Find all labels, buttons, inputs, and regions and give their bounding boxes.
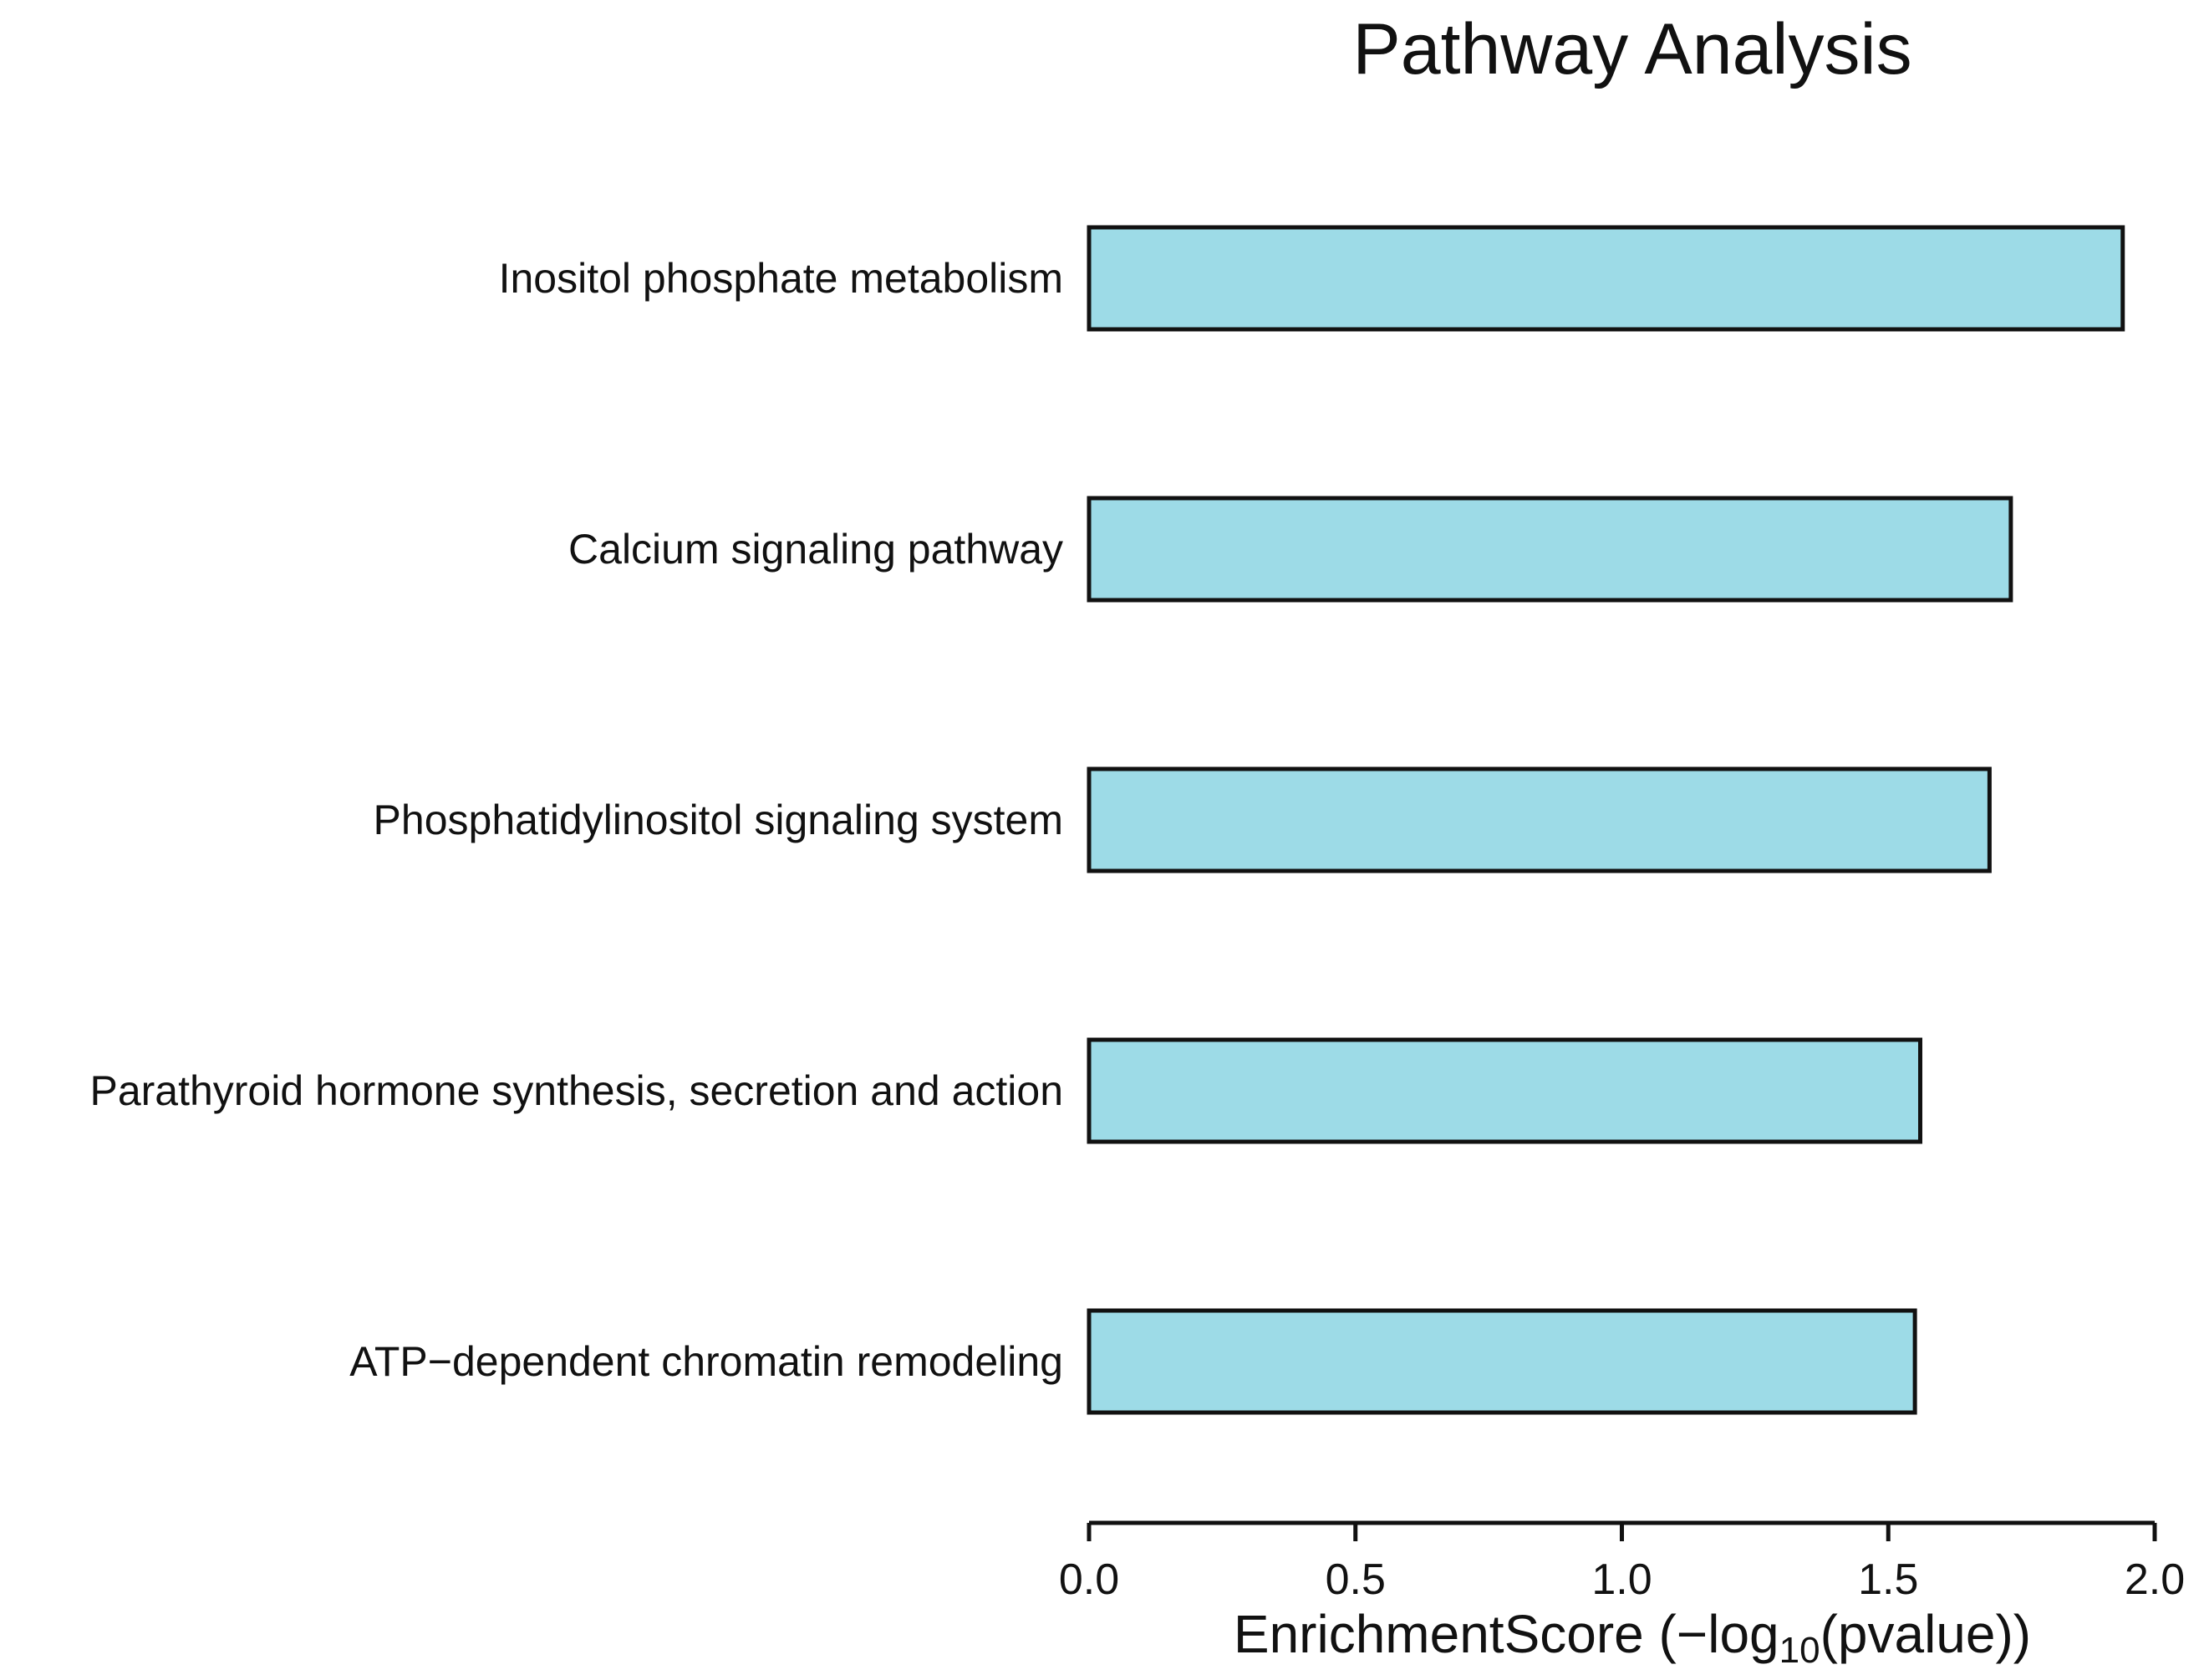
x-axis-title-prefix: EnrichmentScore (−log: [1234, 1604, 1779, 1664]
category-label-4: Parathyroid hormone synthesis, secretion…: [89, 1067, 1063, 1114]
x-tick-label-1: 0.0: [1059, 1555, 1119, 1604]
x-tick-label-2: 0.5: [1326, 1555, 1386, 1604]
x-tick-label-4: 1.5: [1858, 1555, 1918, 1604]
x-axis-title: EnrichmentScore (−log10(pvalue)): [1234, 1604, 2031, 1671]
bar-3: [1087, 766, 1992, 873]
category-labels-group: Inositol phosphate metabolism Calcium sig…: [89, 255, 1063, 1385]
category-label-2: Calcium signaling pathway: [568, 526, 1063, 573]
category-label-3: Phosphatidylinositol signaling system: [374, 797, 1063, 843]
x-axis-title-subscript: 10: [1779, 1630, 1820, 1671]
category-label-1: Inositol phosphate metabolism: [499, 255, 1063, 302]
bars-group: [1087, 225, 2125, 1415]
x-tick-label-5: 2.0: [2125, 1555, 2185, 1604]
x-axis-ticks-group: 0.0 0.5 1.0 1.5 2.0: [1059, 1523, 2185, 1604]
bar-2: [1087, 496, 2013, 603]
category-label-5: ATP−dependent chromatin remodeling: [349, 1338, 1063, 1385]
chart-title: Pathway Analysis: [1352, 9, 1911, 89]
bar-5: [1087, 1308, 1917, 1415]
bar-4: [1087, 1037, 1922, 1144]
x-axis-title-suffix: (pvalue)): [1820, 1604, 2032, 1664]
x-tick-label-3: 1.0: [1591, 1555, 1652, 1604]
bar-1: [1087, 225, 2125, 332]
